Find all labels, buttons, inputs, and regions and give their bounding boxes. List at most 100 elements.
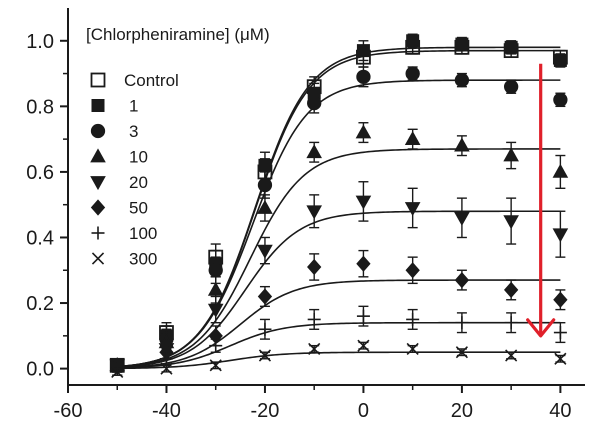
x-tick-label: 40 (549, 400, 571, 422)
legend-label: 300 (129, 250, 157, 269)
marker-shape (307, 95, 322, 111)
marker-shape (553, 92, 568, 107)
fit-curve-100 (117, 321, 561, 369)
legend-label: 50 (129, 199, 148, 218)
data-point (503, 147, 519, 162)
data-point (406, 312, 420, 326)
legend-label: 3 (129, 122, 138, 141)
data-point (405, 262, 420, 279)
marker-shape (455, 346, 468, 359)
data-point (306, 205, 322, 220)
marker-shape (207, 303, 224, 318)
decrease-arrow (526, 63, 556, 338)
data-point (258, 158, 272, 172)
legend-marker-20 (90, 176, 106, 191)
series-300 (111, 339, 567, 378)
series-100 (110, 305, 567, 376)
x-tick-label: -20 (250, 400, 279, 422)
marker-shape (306, 144, 322, 159)
marker-shape (91, 99, 105, 112)
data-point (503, 79, 519, 94)
data-point (504, 40, 518, 54)
legend-marker-100 (91, 226, 105, 240)
marker-shape (454, 211, 470, 226)
y-tick-label: 1.0 (26, 31, 54, 53)
legend-label: 20 (129, 173, 148, 192)
data-point (208, 327, 223, 344)
data-point (553, 291, 568, 308)
series-10 (109, 122, 569, 373)
marker-shape (257, 288, 273, 305)
marker-shape (111, 365, 124, 378)
data-point (404, 202, 421, 217)
data-point (208, 263, 223, 278)
data-point (258, 322, 272, 336)
arrow-head (526, 318, 556, 338)
marker-shape (356, 69, 371, 84)
y-tick-label: 0.6 (26, 162, 54, 184)
data-point (553, 92, 568, 107)
fit-curve-10 (117, 148, 561, 368)
legend-marker-3 (90, 123, 106, 139)
legend-label: 1 (129, 97, 138, 116)
data-point (356, 69, 371, 84)
marker-shape (503, 215, 519, 230)
fit-curve-control (117, 49, 561, 368)
marker-shape (356, 44, 370, 58)
marker-shape (90, 148, 106, 163)
data-point (552, 228, 569, 243)
marker-shape (209, 359, 222, 372)
marker-shape (258, 349, 272, 362)
data-point (307, 95, 322, 111)
marker-shape (90, 123, 106, 139)
marker-shape (504, 40, 518, 54)
marker-shape (355, 195, 372, 210)
data-point (405, 66, 420, 81)
marker-shape (208, 263, 223, 278)
data-point (257, 177, 273, 193)
data-point (356, 255, 371, 272)
legend-marker-1 (91, 99, 105, 112)
data-point (503, 281, 519, 299)
marker-shape (404, 202, 421, 217)
x-tick-label: -60 (54, 400, 83, 422)
data-point (307, 258, 322, 276)
data-point (504, 316, 518, 330)
data-point (111, 365, 124, 378)
y-tick-label: 0.2 (26, 293, 54, 315)
marker-shape (404, 131, 421, 145)
marker-shape (356, 255, 371, 272)
data-point (454, 72, 470, 88)
marker-shape (454, 72, 470, 88)
marker-shape (552, 163, 569, 178)
fit-curve-20 (117, 210, 561, 369)
marker-shape (406, 34, 420, 48)
marker-shape (454, 271, 470, 289)
marker-shape (257, 177, 273, 193)
marker-shape (503, 147, 519, 162)
data-point (257, 199, 273, 214)
legend-marker-control (90, 72, 106, 88)
marker-shape (306, 205, 322, 220)
marker-shape (90, 176, 106, 191)
data-point (454, 211, 470, 226)
data-point (257, 244, 273, 259)
legend-label: 100 (129, 224, 157, 243)
series-3 (110, 66, 568, 373)
marker-shape (553, 53, 567, 67)
legend-label: Control (124, 71, 179, 90)
marker-shape (258, 158, 272, 172)
marker-shape (308, 342, 321, 356)
fit-curve-300 (117, 351, 561, 370)
data-point (404, 131, 421, 145)
data-point (553, 53, 567, 67)
marker-shape (455, 37, 469, 51)
marker-shape (552, 228, 569, 243)
marker-shape (406, 342, 419, 356)
x-tick-label: -40 (152, 400, 181, 422)
data-point (160, 362, 173, 375)
data-point (207, 281, 224, 296)
y-tick-label: 0.8 (26, 96, 54, 118)
marker-shape (405, 66, 420, 81)
data-point (355, 124, 372, 139)
